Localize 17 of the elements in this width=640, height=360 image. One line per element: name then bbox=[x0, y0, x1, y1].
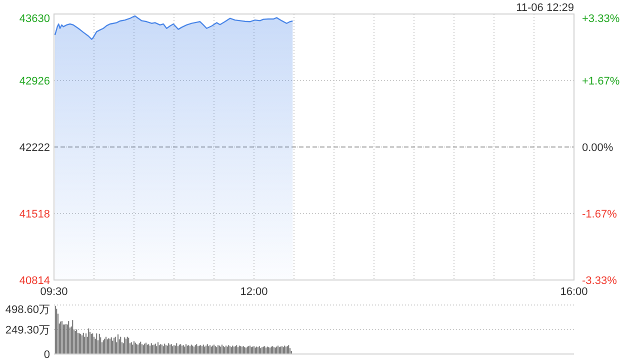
y-tick-label: 249.30万 bbox=[5, 324, 50, 336]
annotation: 11-06 12:29 bbox=[516, 2, 574, 14]
y2-tick-label: -3.33% bbox=[582, 275, 618, 287]
y-tick-label: 42926 bbox=[19, 76, 50, 88]
y-tick-label: 0 bbox=[44, 349, 50, 360]
y2-tick-label: +1.67% bbox=[582, 75, 620, 88]
y-tick-label: 40814 bbox=[19, 275, 50, 287]
x-tick-label: 16:00 bbox=[560, 286, 588, 298]
y2-tick-label: 0.00% bbox=[582, 142, 614, 154]
y-tick-label: 498.60万 bbox=[5, 304, 50, 316]
y2-tick-label: -1.67% bbox=[582, 208, 618, 221]
y2-tick-label: +3.33% bbox=[582, 13, 620, 25]
x-tick-label: 12:00 bbox=[240, 286, 268, 298]
y-tick-label: 41518 bbox=[19, 208, 50, 220]
y-tick-label: 42222 bbox=[19, 142, 50, 154]
x-tick-label: 09:30 bbox=[40, 286, 68, 298]
y-tick-label: 43630 bbox=[19, 13, 50, 25]
